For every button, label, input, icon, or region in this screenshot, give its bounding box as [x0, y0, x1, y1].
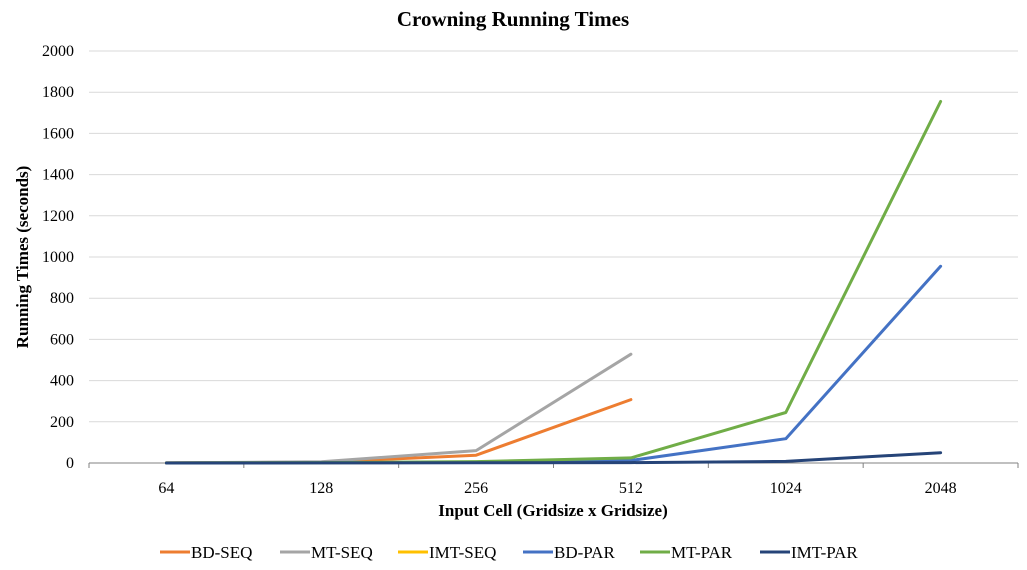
- y-tick-label: 1600: [42, 125, 74, 142]
- legend: BD-SEQ MT-SEQ IMT-SEQ BD-PAR MT-PAR IMT-PAR: [160, 543, 858, 562]
- x-tick-label: 2048: [925, 480, 957, 497]
- series-line-bd-par: [164, 264, 943, 465]
- legend-label: MT-PAR: [671, 543, 733, 562]
- legend-label: IMT-SEQ: [429, 543, 496, 562]
- series-line-imt-par: [164, 451, 943, 465]
- x-tick-label: 1024: [770, 480, 802, 497]
- y-tick-label: 0: [66, 455, 74, 472]
- y-tick-label: 800: [50, 290, 74, 307]
- x-axis-title: Input Cell (Gridsize x Gridsize): [438, 501, 667, 520]
- series-lines: [164, 100, 943, 465]
- gridlines: [89, 50, 1018, 423]
- legend-label: IMT-PAR: [791, 543, 858, 562]
- y-tick-label: 1800: [42, 84, 74, 101]
- x-tick-label: 256: [464, 480, 488, 497]
- series-line-mt-par: [164, 100, 943, 465]
- y-tick-labels: 0 200 400 600 800 1000 1200 1400 1600 1800 2000: [42, 43, 74, 472]
- y-tick-label: 400: [50, 373, 74, 390]
- legend-label: BD-PAR: [554, 543, 615, 562]
- y-tick-label: 2000: [42, 43, 74, 60]
- y-tick-label: 200: [50, 414, 74, 431]
- x-tick-label: 64: [158, 480, 174, 497]
- chart-title: Crowning Running Times: [397, 7, 629, 31]
- y-tick-label: 600: [50, 331, 74, 348]
- series-line-mt-seq: [164, 352, 633, 465]
- legend-label: MT-SEQ: [311, 543, 373, 562]
- y-tick-label: 1400: [42, 167, 74, 184]
- y-axis-title: Running Times (seconds): [13, 166, 32, 349]
- x-tick-label: 128: [309, 480, 333, 497]
- x-axis: 64 128 256 512 1024 2048: [88, 462, 1019, 497]
- x-tick-label: 512: [619, 480, 643, 497]
- y-tick-label: 1200: [42, 208, 74, 225]
- legend-label: BD-SEQ: [191, 543, 252, 562]
- y-tick-label: 1000: [42, 249, 74, 266]
- series-line-bd-seq: [164, 398, 633, 465]
